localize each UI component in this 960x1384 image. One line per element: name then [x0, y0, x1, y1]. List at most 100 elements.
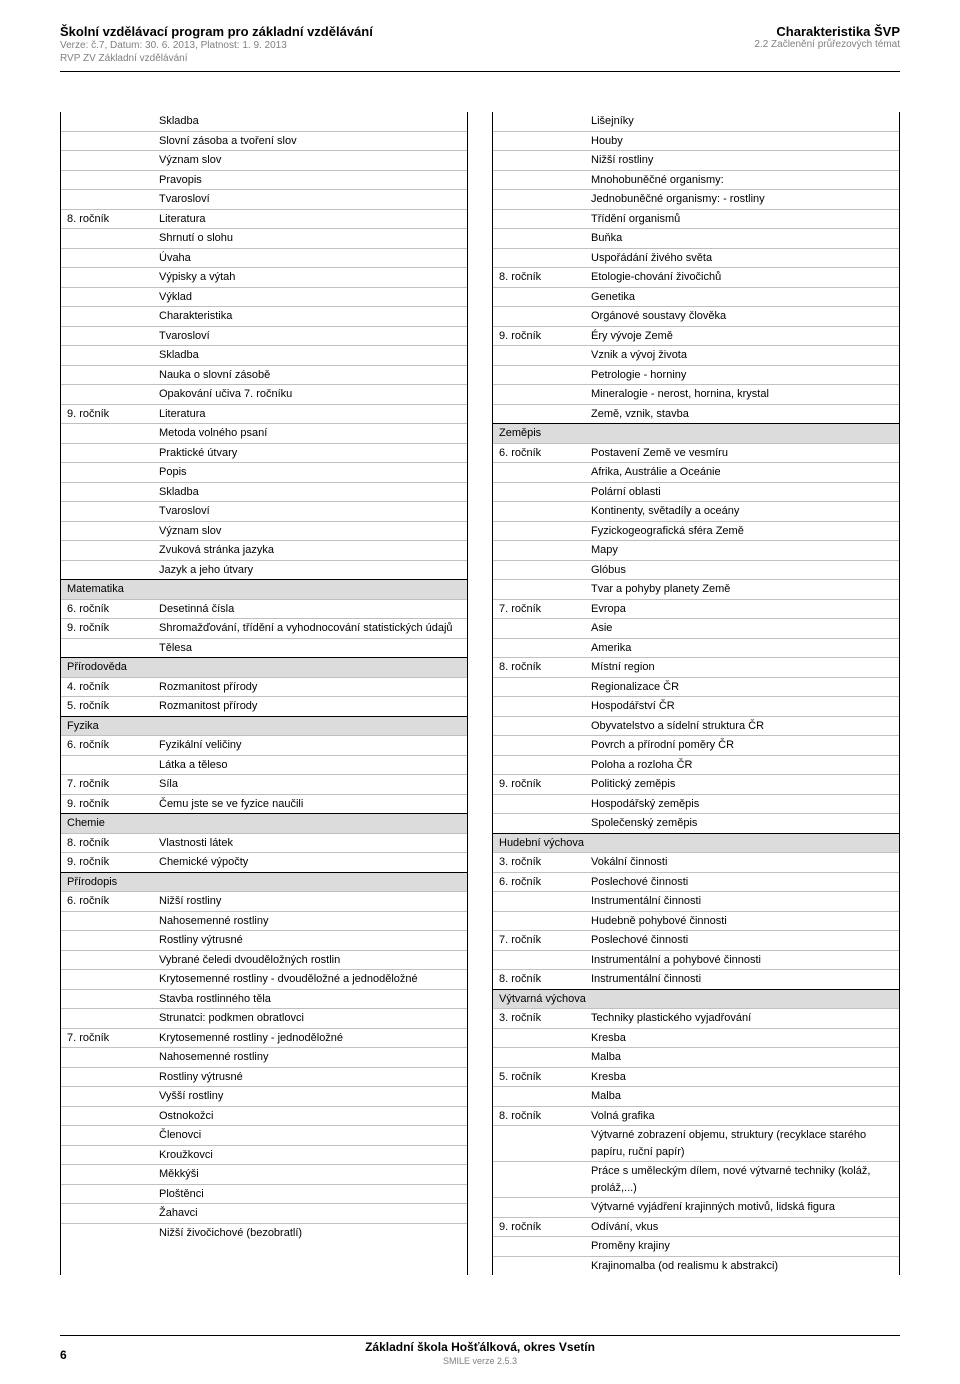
topic-cell: Fyzickogeografická sféra Země: [585, 521, 899, 541]
table-row: 6. ročníkFyzikální veličiny: [61, 736, 467, 756]
topic-cell: Petrologie - horniny: [585, 365, 899, 385]
topic-cell: Strunatci: podkmen obratlovci: [153, 1009, 467, 1029]
table-row: Ploštěnci: [61, 1184, 467, 1204]
topic-cell: Opakování učiva 7. ročníku: [153, 385, 467, 405]
grade-cell: [61, 1223, 153, 1242]
grade-cell: [493, 580, 585, 600]
topic-cell: Metoda volného psaní: [153, 424, 467, 444]
table-row: Asie: [493, 619, 899, 639]
topic-cell: Společenský zeměpis: [585, 814, 899, 834]
table-row: Společenský zeměpis: [493, 814, 899, 834]
grade-cell: [61, 287, 153, 307]
grade-cell: [61, 950, 153, 970]
grade-cell: 6. ročník: [493, 443, 585, 463]
topic-cell: Lišejníky: [585, 112, 899, 131]
grade-cell: [493, 1028, 585, 1048]
grade-cell: 9. ročník: [61, 404, 153, 424]
topic-cell: Hospodářství ČR: [585, 697, 899, 717]
table-row: Rostliny výtrusné: [61, 1067, 467, 1087]
topic-cell: Politický zeměpis: [585, 775, 899, 795]
topic-cell: Nižší živočichové (bezobratlí): [153, 1223, 467, 1242]
footer-school: Základní škola Hošťálková, okres Vsetín: [0, 1340, 960, 1354]
grade-cell: [493, 950, 585, 970]
grade-cell: [493, 677, 585, 697]
grade-cell: 7. ročník: [493, 931, 585, 951]
table-row: 8. ročníkVolná grafika: [493, 1106, 899, 1126]
grade-cell: [493, 638, 585, 658]
table-row: Kontinenty, světadíly a oceány: [493, 502, 899, 522]
table-row: Shrnutí o slohu: [61, 229, 467, 249]
topic-cell: Hudebně pohybové činnosti: [585, 911, 899, 931]
grade-cell: [61, 560, 153, 580]
topic-cell: Odívání, vkus: [585, 1217, 899, 1237]
topic-cell: Krytosemenné rostliny - jednoděložné: [153, 1028, 467, 1048]
table-row: 4. ročníkRozmanitost přírody: [61, 677, 467, 697]
grade-cell: 6. ročník: [61, 736, 153, 756]
grade-cell: [61, 190, 153, 210]
grade-cell: [493, 307, 585, 327]
table-row: 9. ročníkÉry vývoje Země: [493, 326, 899, 346]
table-row: Výpisky a výtah: [61, 268, 467, 288]
table-row: Hudební výchova: [493, 833, 899, 853]
topic-cell: Vokální činnosti: [585, 853, 899, 873]
grade-cell: 6. ročník: [61, 599, 153, 619]
grade-cell: [61, 131, 153, 151]
topic-cell: Nižší rostliny: [153, 892, 467, 912]
table-row: Hospodářství ČR: [493, 697, 899, 717]
topic-cell: Vyšší rostliny: [153, 1087, 467, 1107]
section-header-cell: Přírodověda: [61, 658, 467, 678]
grade-cell: 8. ročník: [493, 658, 585, 678]
topic-cell: Nauka o slovní zásobě: [153, 365, 467, 385]
table-row: 8. ročníkLiteratura: [61, 209, 467, 229]
grade-cell: [61, 521, 153, 541]
table-row: Krytosemenné rostliny - dvouděložné a je…: [61, 970, 467, 990]
table-row: Nižší živočichové (bezobratlí): [61, 1223, 467, 1242]
topic-cell: Tvarosloví: [153, 190, 467, 210]
table-row: Význam slov: [61, 151, 467, 171]
grade-cell: [493, 1198, 585, 1218]
right-table: LišejníkyHoubyNižší rostlinyMnohobuněčné…: [493, 112, 899, 1275]
grade-cell: [493, 892, 585, 912]
grade-cell: [61, 638, 153, 658]
grade-cell: [61, 170, 153, 190]
grade-cell: [61, 326, 153, 346]
section-header-cell: Hudební výchova: [493, 833, 899, 853]
topic-cell: Mineralogie - nerost, hornina, krystal: [585, 385, 899, 405]
table-row: Přírodopis: [61, 872, 467, 892]
table-row: Hudebně pohybové činnosti: [493, 911, 899, 931]
topic-cell: Instrumentální činnosti: [585, 970, 899, 990]
topic-cell: Popis: [153, 463, 467, 483]
table-row: Krajinomalba (od realismu k abstrakci): [493, 1256, 899, 1275]
table-row: Tvarosloví: [61, 190, 467, 210]
section-header-cell: Chemie: [61, 814, 467, 834]
topic-cell: Tělesa: [153, 638, 467, 658]
page: Školní vzdělávací program pro základní v…: [0, 0, 960, 1384]
grade-cell: [61, 151, 153, 171]
topic-cell: Shrnutí o slohu: [153, 229, 467, 249]
table-row: Výklad: [61, 287, 467, 307]
grade-cell: 9. ročník: [493, 326, 585, 346]
table-row: Nahosemenné rostliny: [61, 1048, 467, 1068]
grade-cell: 7. ročník: [493, 599, 585, 619]
topic-cell: Obyvatelstvo a sídelní struktura ČR: [585, 716, 899, 736]
table-row: Strunatci: podkmen obratlovci: [61, 1009, 467, 1029]
grade-cell: [61, 1009, 153, 1029]
table-row: Tělesa: [61, 638, 467, 658]
topic-cell: Výtvarné vyjádření krajinných motivů, li…: [585, 1198, 899, 1218]
topic-cell: Rozmanitost přírody: [153, 677, 467, 697]
table-row: 5. ročníkKresba: [493, 1067, 899, 1087]
topic-cell: Chemické výpočty: [153, 853, 467, 873]
table-row: Nižší rostliny: [493, 151, 899, 171]
topic-cell: Mapy: [585, 541, 899, 561]
topic-cell: Povrch a přírodní poměry ČR: [585, 736, 899, 756]
table-row: Rostliny výtrusné: [61, 931, 467, 951]
topic-cell: Nahosemenné rostliny: [153, 1048, 467, 1068]
topic-cell: Etologie-chování živočichů: [585, 268, 899, 288]
topic-cell: Poslechové činnosti: [585, 931, 899, 951]
table-row: Opakování učiva 7. ročníku: [61, 385, 467, 405]
grade-cell: [61, 268, 153, 288]
topic-cell: Poslechové činnosti: [585, 872, 899, 892]
left-column: SkladbaSlovní zásoba a tvoření slovVýzna…: [60, 112, 468, 1275]
table-row: Skladba: [61, 482, 467, 502]
table-row: Glóbus: [493, 560, 899, 580]
